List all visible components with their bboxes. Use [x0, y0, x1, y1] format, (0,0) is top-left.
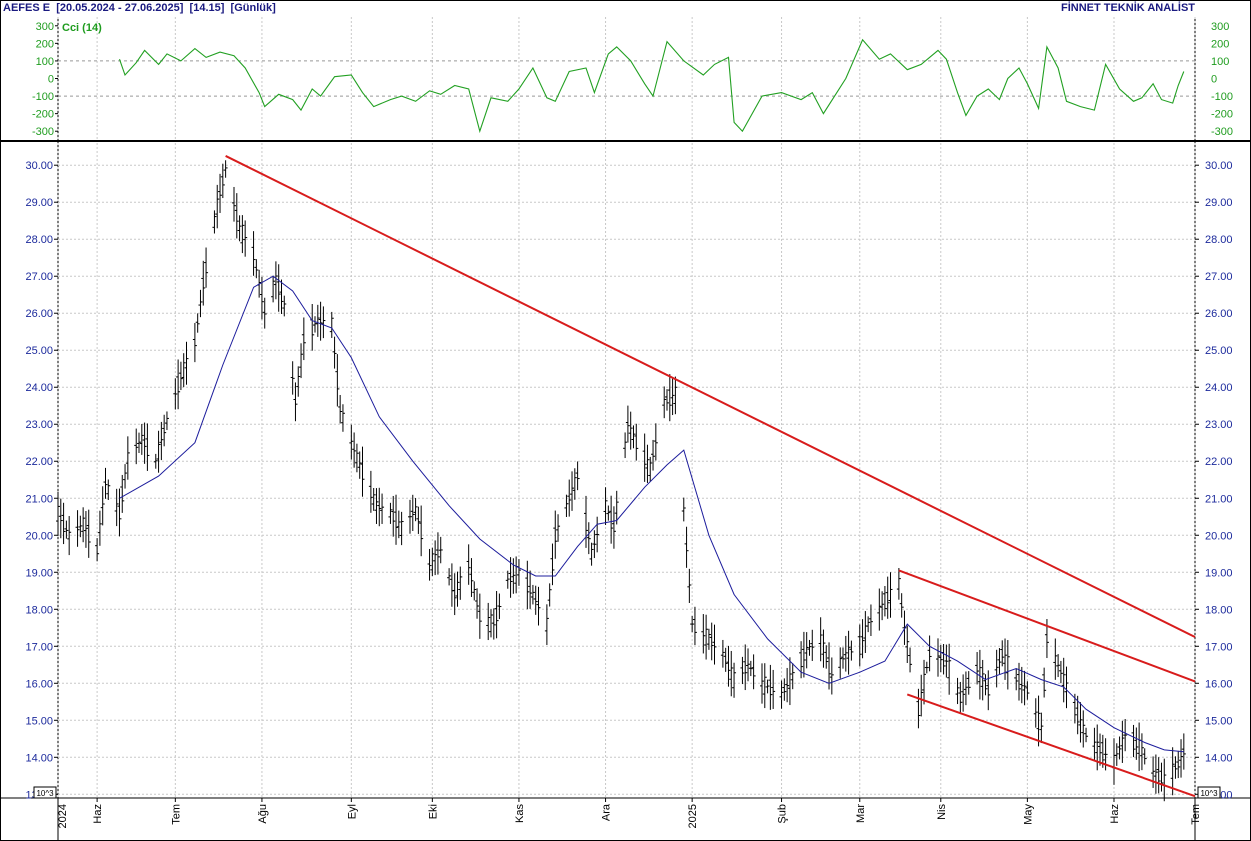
time-axis-label: 2025: [687, 804, 699, 828]
price-tick-label-right: 28.00: [1205, 234, 1233, 246]
price-tick-label-right: 24.00: [1205, 382, 1233, 394]
time-axis-label: Haz: [1109, 804, 1121, 824]
time-axis-label: May: [1022, 804, 1034, 825]
chart-header-left: AEFES E [20.05.2024 - 27.06.2025] [14.15…: [3, 2, 276, 14]
price-tick-label-left: 28.00: [25, 234, 53, 246]
price-tick-label-right: 21.00: [1205, 493, 1233, 505]
price-tick-label-left: 23.00: [25, 419, 53, 431]
price-tick-label-right: 23.00: [1205, 419, 1233, 431]
time-axis-label: Şub: [777, 804, 789, 824]
price-tick-label-right: 16.00: [1205, 678, 1233, 690]
price-tick-label-left: 20.00: [25, 530, 53, 542]
scale-note-label: 10^3: [1200, 789, 1218, 798]
time-axis-label: 2024: [57, 804, 69, 828]
price-tick-label-left: 17.00: [25, 641, 53, 653]
price-tick-label-left: 18.00: [25, 604, 53, 616]
cci-tick-label-right: -200: [1211, 109, 1233, 121]
price-bars: [56, 160, 1186, 802]
price-tick-label-left: 22.00: [25, 456, 53, 468]
price-tick-label-right: 18.00: [1205, 604, 1233, 616]
price-tick-label-right: 25.00: [1205, 345, 1233, 357]
cci-tick-label-left: -300: [32, 126, 54, 138]
price-tick-label-right: 17.00: [1205, 641, 1233, 653]
price-tick-label-left: 26.00: [25, 308, 53, 320]
price-tick-label-left: 27.00: [25, 271, 53, 283]
price-tick-label-right: 30.00: [1205, 160, 1233, 172]
price-tick-label-left: 30.00: [25, 160, 53, 172]
cci-tick-label-right: -300: [1211, 126, 1233, 138]
price-tick-label-left: 16.00: [25, 678, 53, 690]
price-tick-label-right: 27.00: [1205, 271, 1233, 283]
price-tick-label-right: 22.00: [1205, 456, 1233, 468]
time-axis-label: Haz: [92, 804, 104, 824]
cci-tick-label-right: 0: [1211, 74, 1217, 86]
time-axis-label: Tem: [1190, 804, 1202, 825]
time-axis-label: Eki: [427, 804, 439, 819]
price-tick-label-left: 21.00: [25, 493, 53, 505]
date-range-label: [20.05.2024 - 27.06.2025]: [56, 2, 184, 14]
cci-tick-label-left: 300: [36, 21, 54, 33]
symbol-label: AEFES E: [3, 2, 51, 14]
price-tick-label-left: 14.00: [25, 752, 53, 764]
time-axis-label: Eyl: [346, 804, 358, 819]
time-axis-label: Kas: [514, 804, 526, 823]
time-axis-label: Ara: [601, 803, 613, 821]
brand-label: FİNNET TEKNİK ANALİST: [1060, 2, 1195, 14]
scale-note-label: 10^3: [36, 789, 54, 798]
moving-average-line: [119, 275, 1184, 753]
cci-tick-label-left: -100: [32, 91, 54, 103]
period-label: [Günlük]: [230, 2, 276, 14]
time-axis-label: Ağu: [257, 804, 269, 824]
price-tick-label-left: 25.00: [25, 345, 53, 357]
price-tick-label-right: 26.00: [1205, 308, 1233, 320]
cci-tick-label-left: 200: [36, 38, 54, 50]
trendline: [906, 693, 1196, 798]
cci-tick-label-right: 300: [1211, 21, 1229, 33]
price-tick-label-left: 24.00: [25, 382, 53, 394]
price-tick-label-right: 20.00: [1205, 530, 1233, 542]
cci-tick-label-left: -200: [32, 109, 54, 121]
cci-tick-label-right: -100: [1211, 91, 1233, 103]
scale-note-box: [33, 786, 57, 799]
cci-tick-label-left: 100: [36, 56, 54, 68]
trendline: [225, 155, 1196, 638]
price-tick-label-left: 19.00: [25, 567, 53, 579]
time-axis-label: Tem: [170, 804, 182, 825]
time-axis-label: Mar: [855, 804, 867, 823]
scale-note-box: [1197, 786, 1221, 799]
price-tick-label-right: 19.00: [1205, 567, 1233, 579]
cci-tick-label-right: 100: [1211, 56, 1229, 68]
price-tick-label-left: 15.00: [25, 715, 53, 727]
time-axis-label: Nis: [936, 804, 948, 820]
price-tick-label-right: 29.00: [1205, 197, 1233, 209]
price-tick-label-right: 15.00: [1205, 715, 1233, 727]
cci-tick-label-right: 200: [1211, 38, 1229, 50]
cci-line: [118, 38, 1185, 134]
price-tick-label-right: 14.00: [1205, 752, 1233, 764]
cci-tick-label-left: 0: [48, 74, 54, 86]
trendline: [898, 569, 1196, 683]
last-value-label: [14.15]: [189, 2, 225, 14]
price-tick-label-left: 29.00: [25, 197, 53, 209]
cci-legend: Cci (14): [62, 22, 102, 34]
